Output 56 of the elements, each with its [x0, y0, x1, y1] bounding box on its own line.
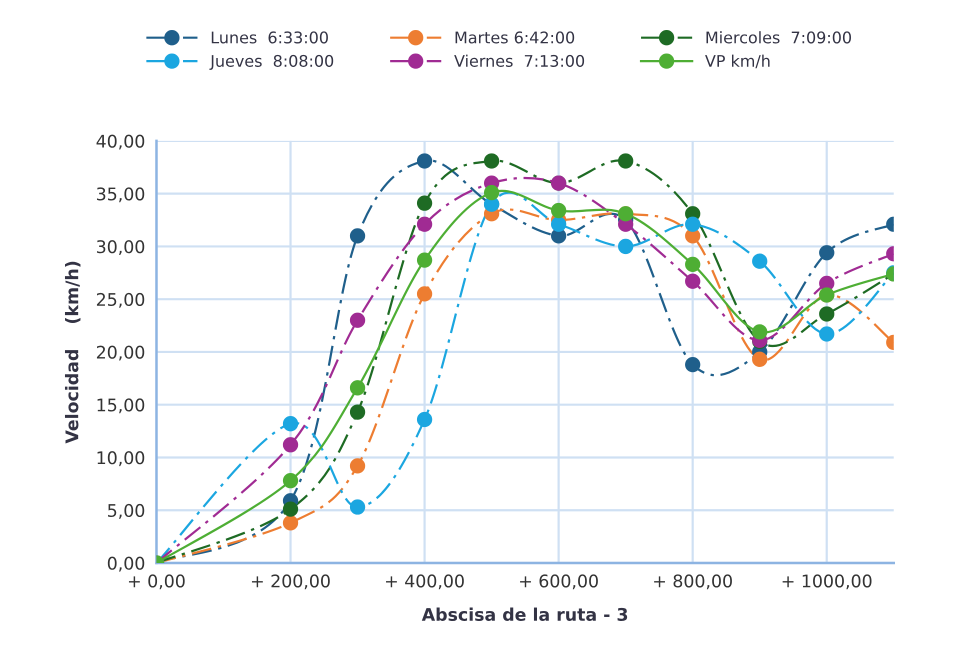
x-tick-label: + 0,00 [128, 574, 185, 590]
legend-label: Viernes 7:13:00 [454, 54, 584, 67]
point [282, 437, 298, 452]
point [350, 404, 366, 420]
point [752, 324, 768, 340]
x-tick-label: + 800,00 [654, 574, 732, 590]
legend-label: VP km/h [705, 54, 770, 68]
point [618, 153, 634, 169]
x-tick-label: + 1000,00 [782, 574, 872, 590]
point [350, 228, 366, 244]
point [350, 458, 366, 474]
point [685, 356, 700, 372]
y-tick-label: 25,00 [96, 292, 144, 308]
y-tick-label: 10,00 [98, 451, 144, 466]
point [350, 312, 366, 328]
point [819, 326, 834, 342]
x-tick-label: + 400,00 [386, 574, 464, 590]
legend-label: Lunes 6:33:00 [212, 31, 328, 44]
point [685, 274, 700, 289]
point [282, 515, 298, 531]
point [416, 216, 432, 232]
point [752, 254, 768, 269]
point [685, 256, 700, 272]
point [484, 153, 500, 169]
y-tick-label: 20,00 [96, 346, 144, 361]
point [819, 306, 834, 322]
point [416, 252, 432, 268]
x-tick-label: + 600,00 [520, 574, 598, 590]
point [550, 216, 566, 232]
point [550, 202, 566, 218]
y-axis-title: Velocidad (km/h) [64, 262, 80, 444]
y-tick-label: 0,00 [108, 556, 144, 572]
point [282, 416, 298, 432]
point [618, 238, 634, 254]
legend-label: Jueves 8:08:00 [209, 54, 334, 70]
point [416, 153, 432, 169]
y-tick-label: 30,00 [96, 240, 144, 256]
y-tick-label: 40,00 [96, 134, 144, 150]
point [416, 412, 432, 428]
y-tick-label: 15,00 [98, 398, 144, 414]
y-tick-label: 35,00 [96, 187, 144, 202]
y-tick-label: 5,00 [108, 504, 144, 519]
x-axis-title: Abscisa de la ruta - 3 [422, 608, 628, 621]
point [282, 502, 298, 517]
point [350, 499, 366, 515]
point [350, 380, 366, 396]
point [685, 216, 700, 232]
point [416, 196, 432, 211]
point [752, 352, 768, 367]
point [819, 245, 834, 260]
point [282, 473, 298, 488]
point [484, 184, 500, 200]
x-tick-label: + 200,00 [252, 574, 330, 590]
legend-label: Miercoles 7:09:00 [706, 31, 851, 44]
point [416, 286, 432, 302]
legend-label: Martes 6:42:00 [456, 31, 574, 44]
